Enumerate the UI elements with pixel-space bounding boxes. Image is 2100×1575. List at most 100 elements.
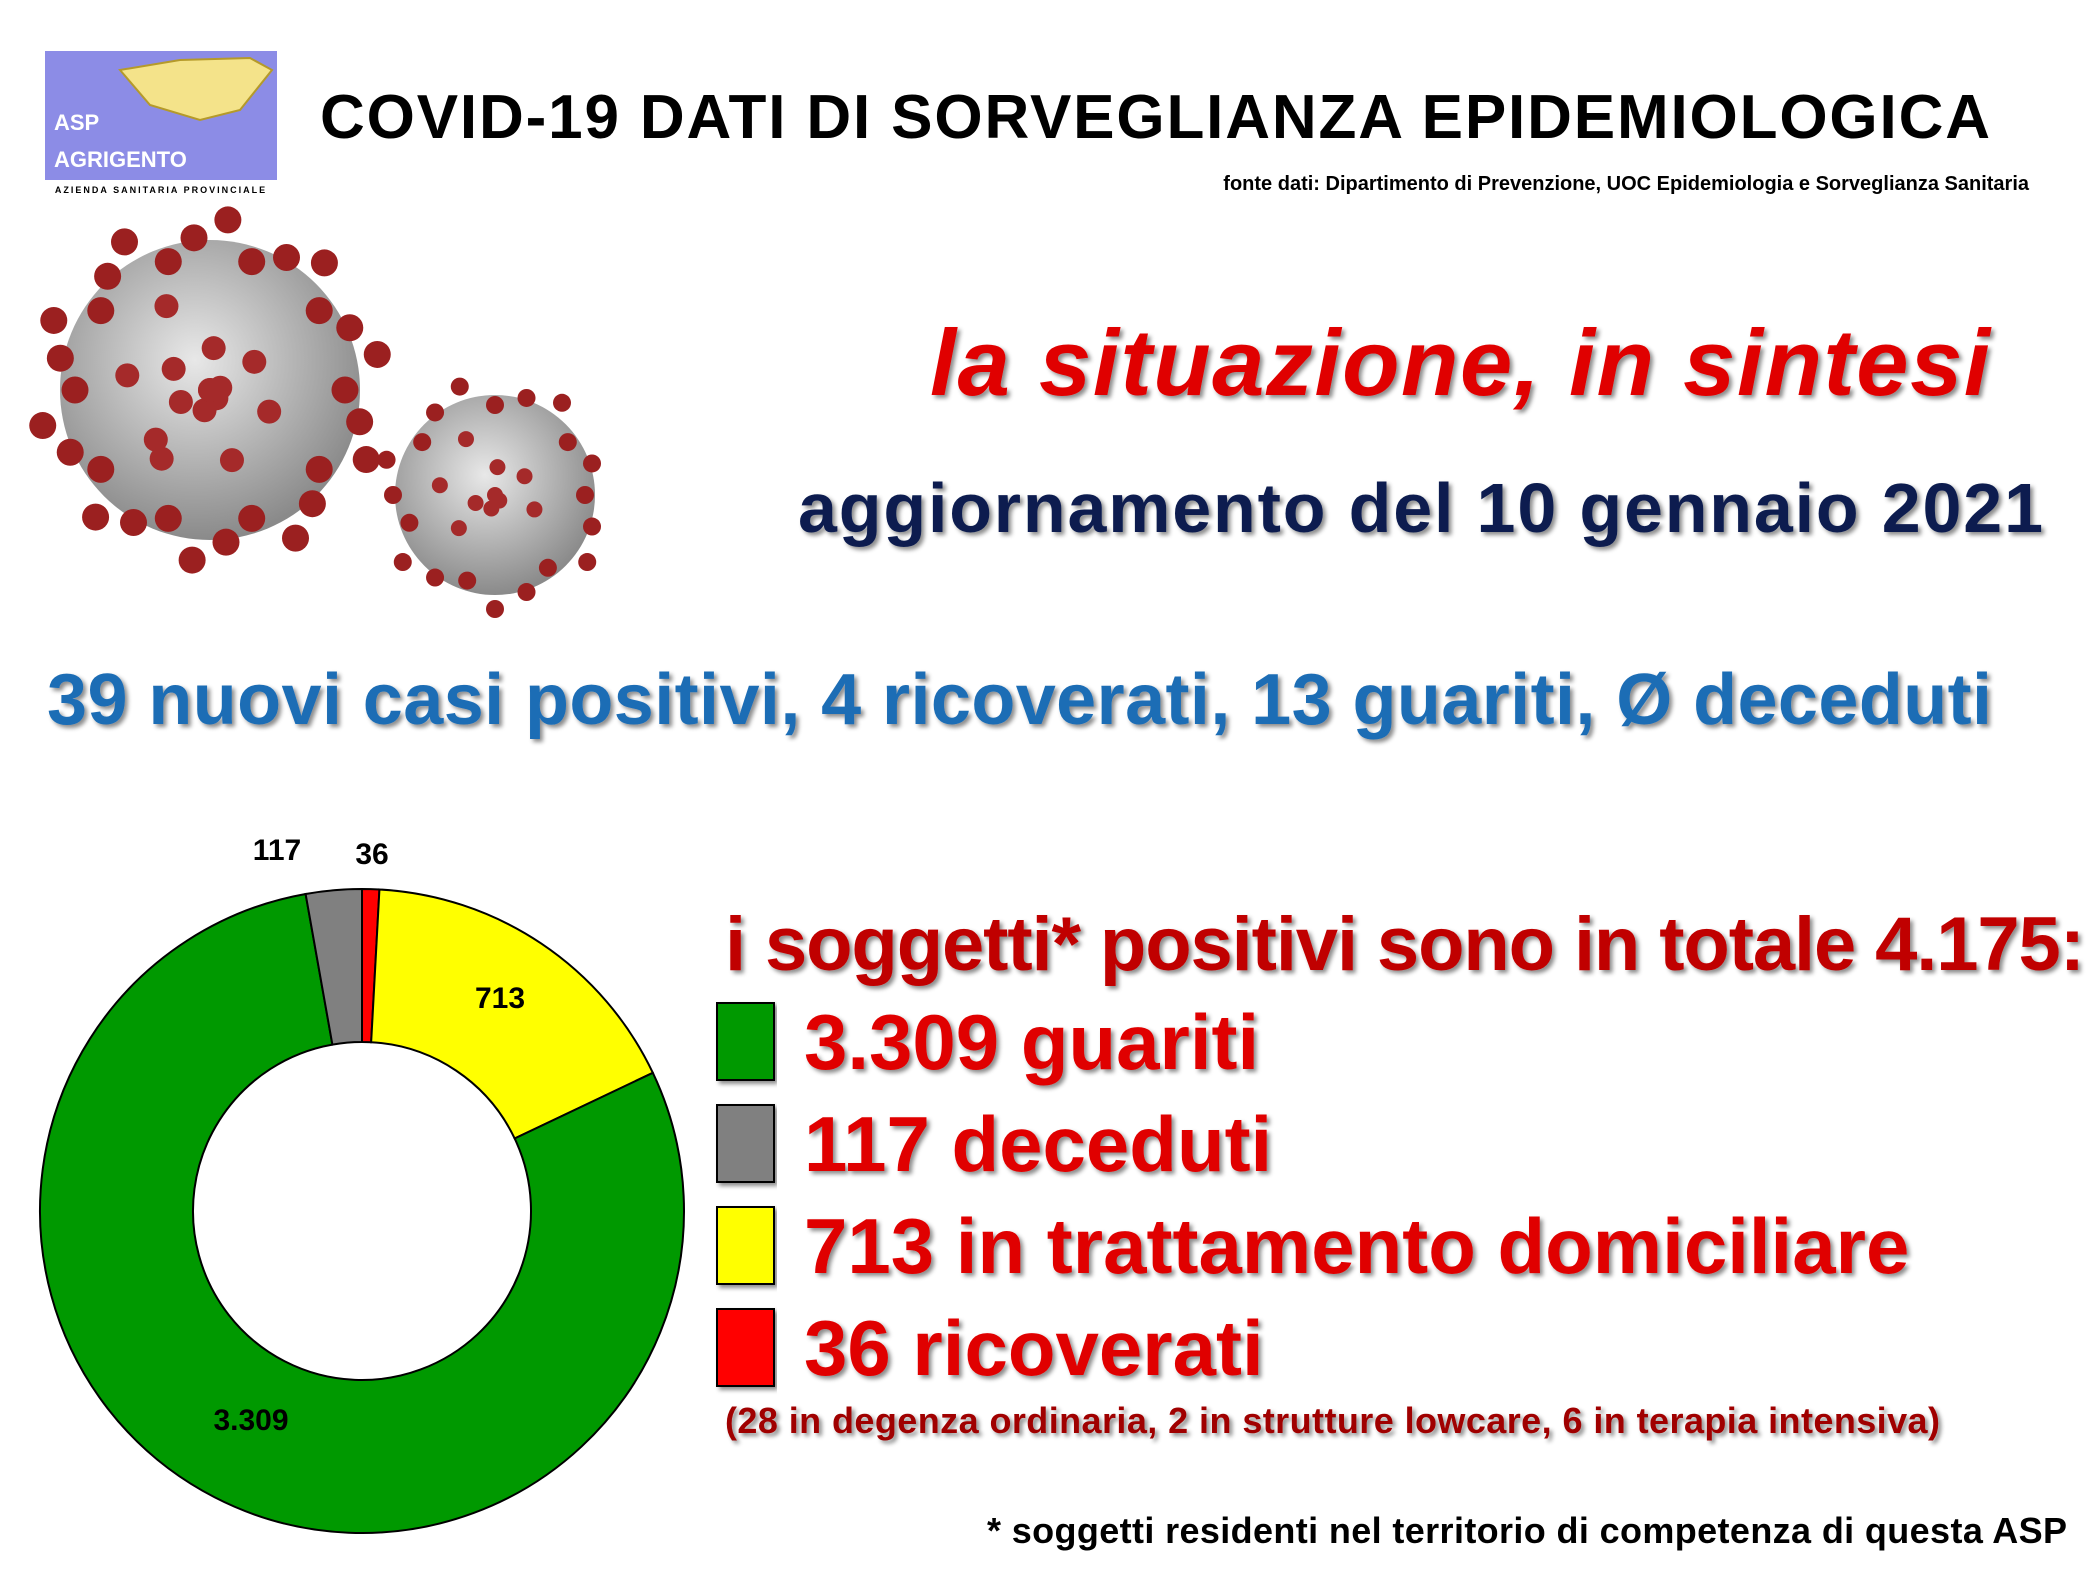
- virus-spike: [178, 546, 206, 574]
- virus-spike: [336, 314, 364, 342]
- logo-line1: ASP: [54, 110, 99, 135]
- virus-spike: [111, 228, 138, 256]
- logo-map: [118, 56, 274, 122]
- legend-label: 117 deceduti: [804, 1100, 1272, 1188]
- virus-spike: [310, 249, 338, 277]
- virus-spike: [161, 356, 186, 381]
- virus-spike: [238, 504, 266, 532]
- virus-spike: [489, 459, 506, 476]
- virus-spike: [363, 340, 391, 368]
- virus-spike: [242, 349, 267, 374]
- legend-label: 713 in trattamento domiciliare: [804, 1202, 1909, 1290]
- virus-spike: [40, 306, 68, 334]
- virus-spike: [517, 388, 536, 407]
- virus-spike: [400, 513, 419, 532]
- virus-spike: [426, 568, 445, 587]
- virus-spike: [483, 500, 500, 517]
- virus-spike: [583, 454, 602, 473]
- virus-spike: [517, 583, 536, 602]
- virus-spike: [154, 248, 182, 276]
- virus-spike: [558, 433, 577, 452]
- virus-spike: [282, 524, 309, 552]
- virus-spike: [257, 399, 282, 424]
- virus-spike: [115, 363, 140, 388]
- data-label: 3.309: [213, 1404, 288, 1437]
- virus-spike: [486, 396, 504, 414]
- footnote: * soggetti residenti nel territorio di c…: [987, 1510, 2067, 1551]
- virus-spike: [450, 377, 469, 396]
- virus-spike: [154, 294, 179, 319]
- subtitle: la situazione, in sintesi: [930, 310, 1992, 415]
- virus-spike: [578, 553, 597, 572]
- virus-spike: [168, 390, 193, 415]
- virus-spike: [56, 438, 84, 466]
- virus-spike: [516, 468, 533, 485]
- logo-line2: AGRIGENTO: [54, 147, 187, 172]
- virus-spike: [120, 509, 147, 537]
- virus-spike: [377, 450, 396, 469]
- virus-spike: [467, 495, 484, 512]
- virus-spike: [143, 427, 168, 452]
- note: (28 in degenza ordinaria, 2 in strutture…: [725, 1400, 1940, 1441]
- virus-spike: [393, 553, 412, 572]
- virus-spike: [553, 393, 572, 412]
- virus-spike: [384, 486, 402, 504]
- legend-swatch: [716, 1308, 775, 1387]
- virus-spike: [583, 517, 602, 536]
- virus-spike: [426, 403, 445, 422]
- virus-spike: [149, 446, 174, 471]
- virus-spike: [61, 376, 89, 404]
- virus-spike: [29, 412, 57, 440]
- legend-swatch: [716, 1206, 775, 1285]
- virus-spike: [486, 600, 504, 618]
- title: COVID-19 DATI DI SORVEGLIANZA EPIDEMIOLO…: [320, 83, 1990, 152]
- virus-spike: [82, 503, 110, 531]
- virus-spike: [208, 375, 233, 400]
- virus-spike: [87, 455, 115, 483]
- virus-spike: [87, 297, 115, 325]
- virus-spike: [298, 490, 326, 518]
- logo: ASP AGRIGENTO AZIENDA SANITARIA PROVINCI…: [45, 51, 277, 195]
- virus-spike: [538, 558, 557, 577]
- virus-spike: [305, 455, 333, 483]
- data-label: 36: [355, 838, 388, 871]
- virus-spike: [346, 408, 374, 436]
- virus-spike: [212, 528, 240, 556]
- headline: 39 nuovi casi positivi, 4 ricoverati, 13…: [47, 660, 1992, 740]
- virus-spike: [305, 297, 333, 325]
- data-label: 117: [253, 834, 301, 867]
- legend-label: 3.309 guariti: [804, 998, 1259, 1086]
- virus-spike: [526, 501, 543, 518]
- virus-spike: [46, 344, 74, 372]
- virus-spike: [219, 448, 244, 473]
- virus-spike: [180, 224, 208, 252]
- virus-spike: [450, 520, 467, 537]
- virus-spike: [413, 433, 432, 452]
- virus-spike: [457, 431, 474, 448]
- virus-spike: [154, 504, 182, 532]
- virus-illustration: [29, 206, 602, 618]
- legend-label: 36 ricoverati: [804, 1304, 1264, 1392]
- virus-spike: [94, 262, 122, 290]
- donut-slice: [304, 887, 363, 1046]
- donut-slice: [370, 888, 655, 1140]
- virus-spike: [576, 486, 594, 504]
- virus-spike: [352, 446, 380, 474]
- virus-spike: [273, 243, 300, 271]
- virus-spike: [458, 571, 477, 590]
- virus-spike: [192, 398, 217, 423]
- legend-title: i soggetti* positivi sono in totale 4.17…: [725, 902, 2085, 987]
- donut-slice: [39, 892, 685, 1534]
- virus-spike: [331, 376, 359, 404]
- update: aggiornamento del 10 gennaio 2021: [798, 469, 2043, 547]
- legend-swatch: [716, 1002, 775, 1081]
- virus-spike: [238, 248, 266, 276]
- donut-chart: 36 713 3.309 117: [39, 834, 685, 1534]
- logo-sub: AZIENDA SANITARIA PROVINCIALE: [55, 185, 267, 195]
- virus-spike: [201, 336, 226, 361]
- legend-swatch: [716, 1104, 775, 1183]
- data-label: 713: [475, 982, 525, 1015]
- source: fonte dati: Dipartimento di Prevenzione,…: [1223, 173, 2030, 195]
- virus-spike: [431, 477, 448, 494]
